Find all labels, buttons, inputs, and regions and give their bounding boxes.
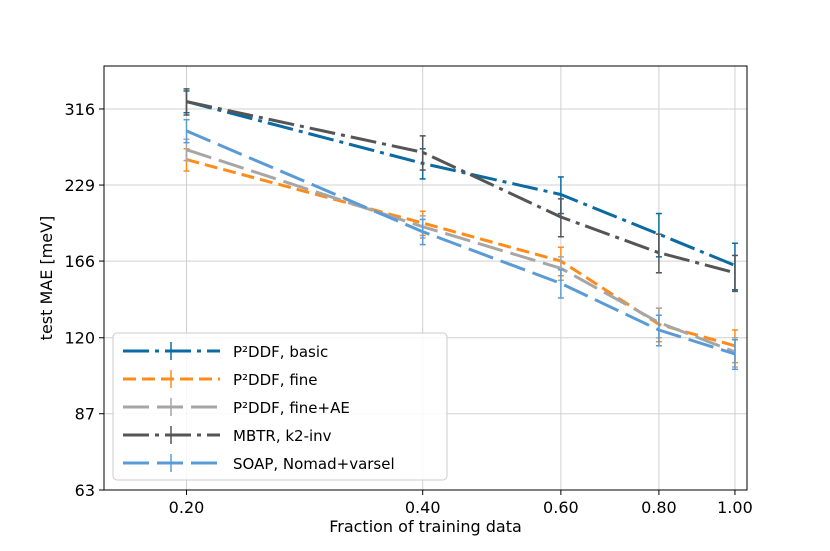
axes: 0.20 0.40 0.60 0.80 1.00 63 87 120 166 229 316 [64,100,752,517]
plot-frame [103,65,748,491]
legend: P²DDF, basic P²DDF, fine P²DDF, fine+AE MBT… [112,332,448,481]
series-line [186,100,736,267]
x-tick-label: 0.40 [405,498,441,517]
series-5 [183,118,738,371]
legend-label: P²DDF, basic [233,343,328,361]
legend-entry: P²DDF, fine+AE [123,398,350,417]
y-tick-label: 166 [64,252,95,271]
series-2 [183,148,738,364]
series-group [183,88,738,371]
series-1 [183,90,738,291]
x-tick-label: 0.60 [543,498,579,517]
x-axis-title: Fraction of training data [329,517,522,536]
legend-label: P²DDF, fine [233,371,318,389]
x-tick-label: 0.80 [641,498,677,517]
legend-label: MBTR, k2-inv [233,427,332,445]
series-4 [183,88,738,293]
series-line [185,129,736,356]
y-tick-label: 120 [64,329,95,348]
legend-box [112,332,448,481]
legend-entry: SOAP, Nomad+varsel [123,454,395,473]
y-tick-label: 63 [75,481,95,500]
legend-label: P²DDF, fine+AE [233,399,350,417]
y-axis-title: test MAE [meV] [37,216,56,341]
x-tick-label: 0.20 [169,498,205,517]
legend-label: SOAP, Nomad+varsel [233,455,395,473]
y-tick-label: 229 [64,176,95,195]
legend-entry: MBTR, k2-inv [123,426,332,445]
y-tick-label: 87 [75,405,95,424]
x-tick-label: 1.00 [717,498,753,517]
y-tick-label: 316 [64,100,95,119]
legend-entry: P²DDF, basic [123,342,328,361]
legend-entry: P²DDF, fine [123,370,318,389]
